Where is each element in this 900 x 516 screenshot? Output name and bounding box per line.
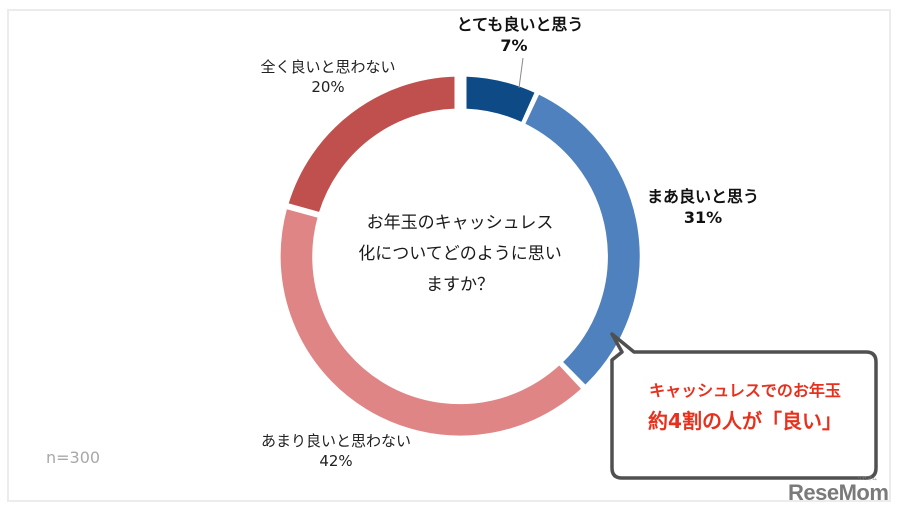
speech-bubble-shape	[610, 332, 878, 480]
question-line-2: 化についてどのように思い	[358, 244, 562, 264]
label-somewhat-good-name: まあ良いと思う	[646, 187, 759, 206]
callout-line-1: キャッシュレスでのお年玉	[649, 381, 841, 400]
label-not-good-at-all-name: 全く良いと思わない	[260, 58, 396, 76]
chart-question: お年玉のキャッシュレス 化についてどのように思い ますか？	[346, 208, 574, 301]
label-very-good-pct: 7%	[500, 36, 528, 56]
label-very-good-name: とても良いと思う	[456, 15, 584, 34]
resemom-logo-kana: リセマム	[857, 476, 878, 482]
leader-line-very-good	[518, 57, 524, 89]
segment-not-very-good	[279, 207, 583, 437]
label-not-very-good-pct: 42%	[319, 451, 353, 470]
question-line-1: お年玉のキャッシュレス	[366, 213, 554, 233]
segment-not-good-at-all	[287, 75, 456, 214]
segment-very-good	[465, 75, 536, 124]
label-not-good-at-all-pct: 20%	[311, 77, 345, 96]
question-line-3: ますか？	[426, 275, 494, 295]
label-not-very-good: あまり良いと思わない 42%	[236, 432, 436, 472]
label-not-good-at-all: 全く良いと思わない 20%	[228, 58, 428, 98]
label-very-good: とても良いと思う 7%	[428, 14, 612, 56]
callout-text: キャッシュレスでのお年玉 約4割の人が「良い」	[614, 378, 876, 438]
label-somewhat-good: まあ良いと思う 31%	[628, 186, 778, 228]
label-somewhat-good-pct: 31%	[683, 208, 723, 228]
sample-size: n=300	[46, 448, 101, 467]
resemom-logo: ReseMom	[788, 480, 889, 505]
segment-somewhat-good	[524, 93, 641, 386]
callout-line-2: 約4割の人が「良い」	[648, 409, 842, 433]
label-not-very-good-name: あまり良いと思わない	[260, 432, 411, 450]
